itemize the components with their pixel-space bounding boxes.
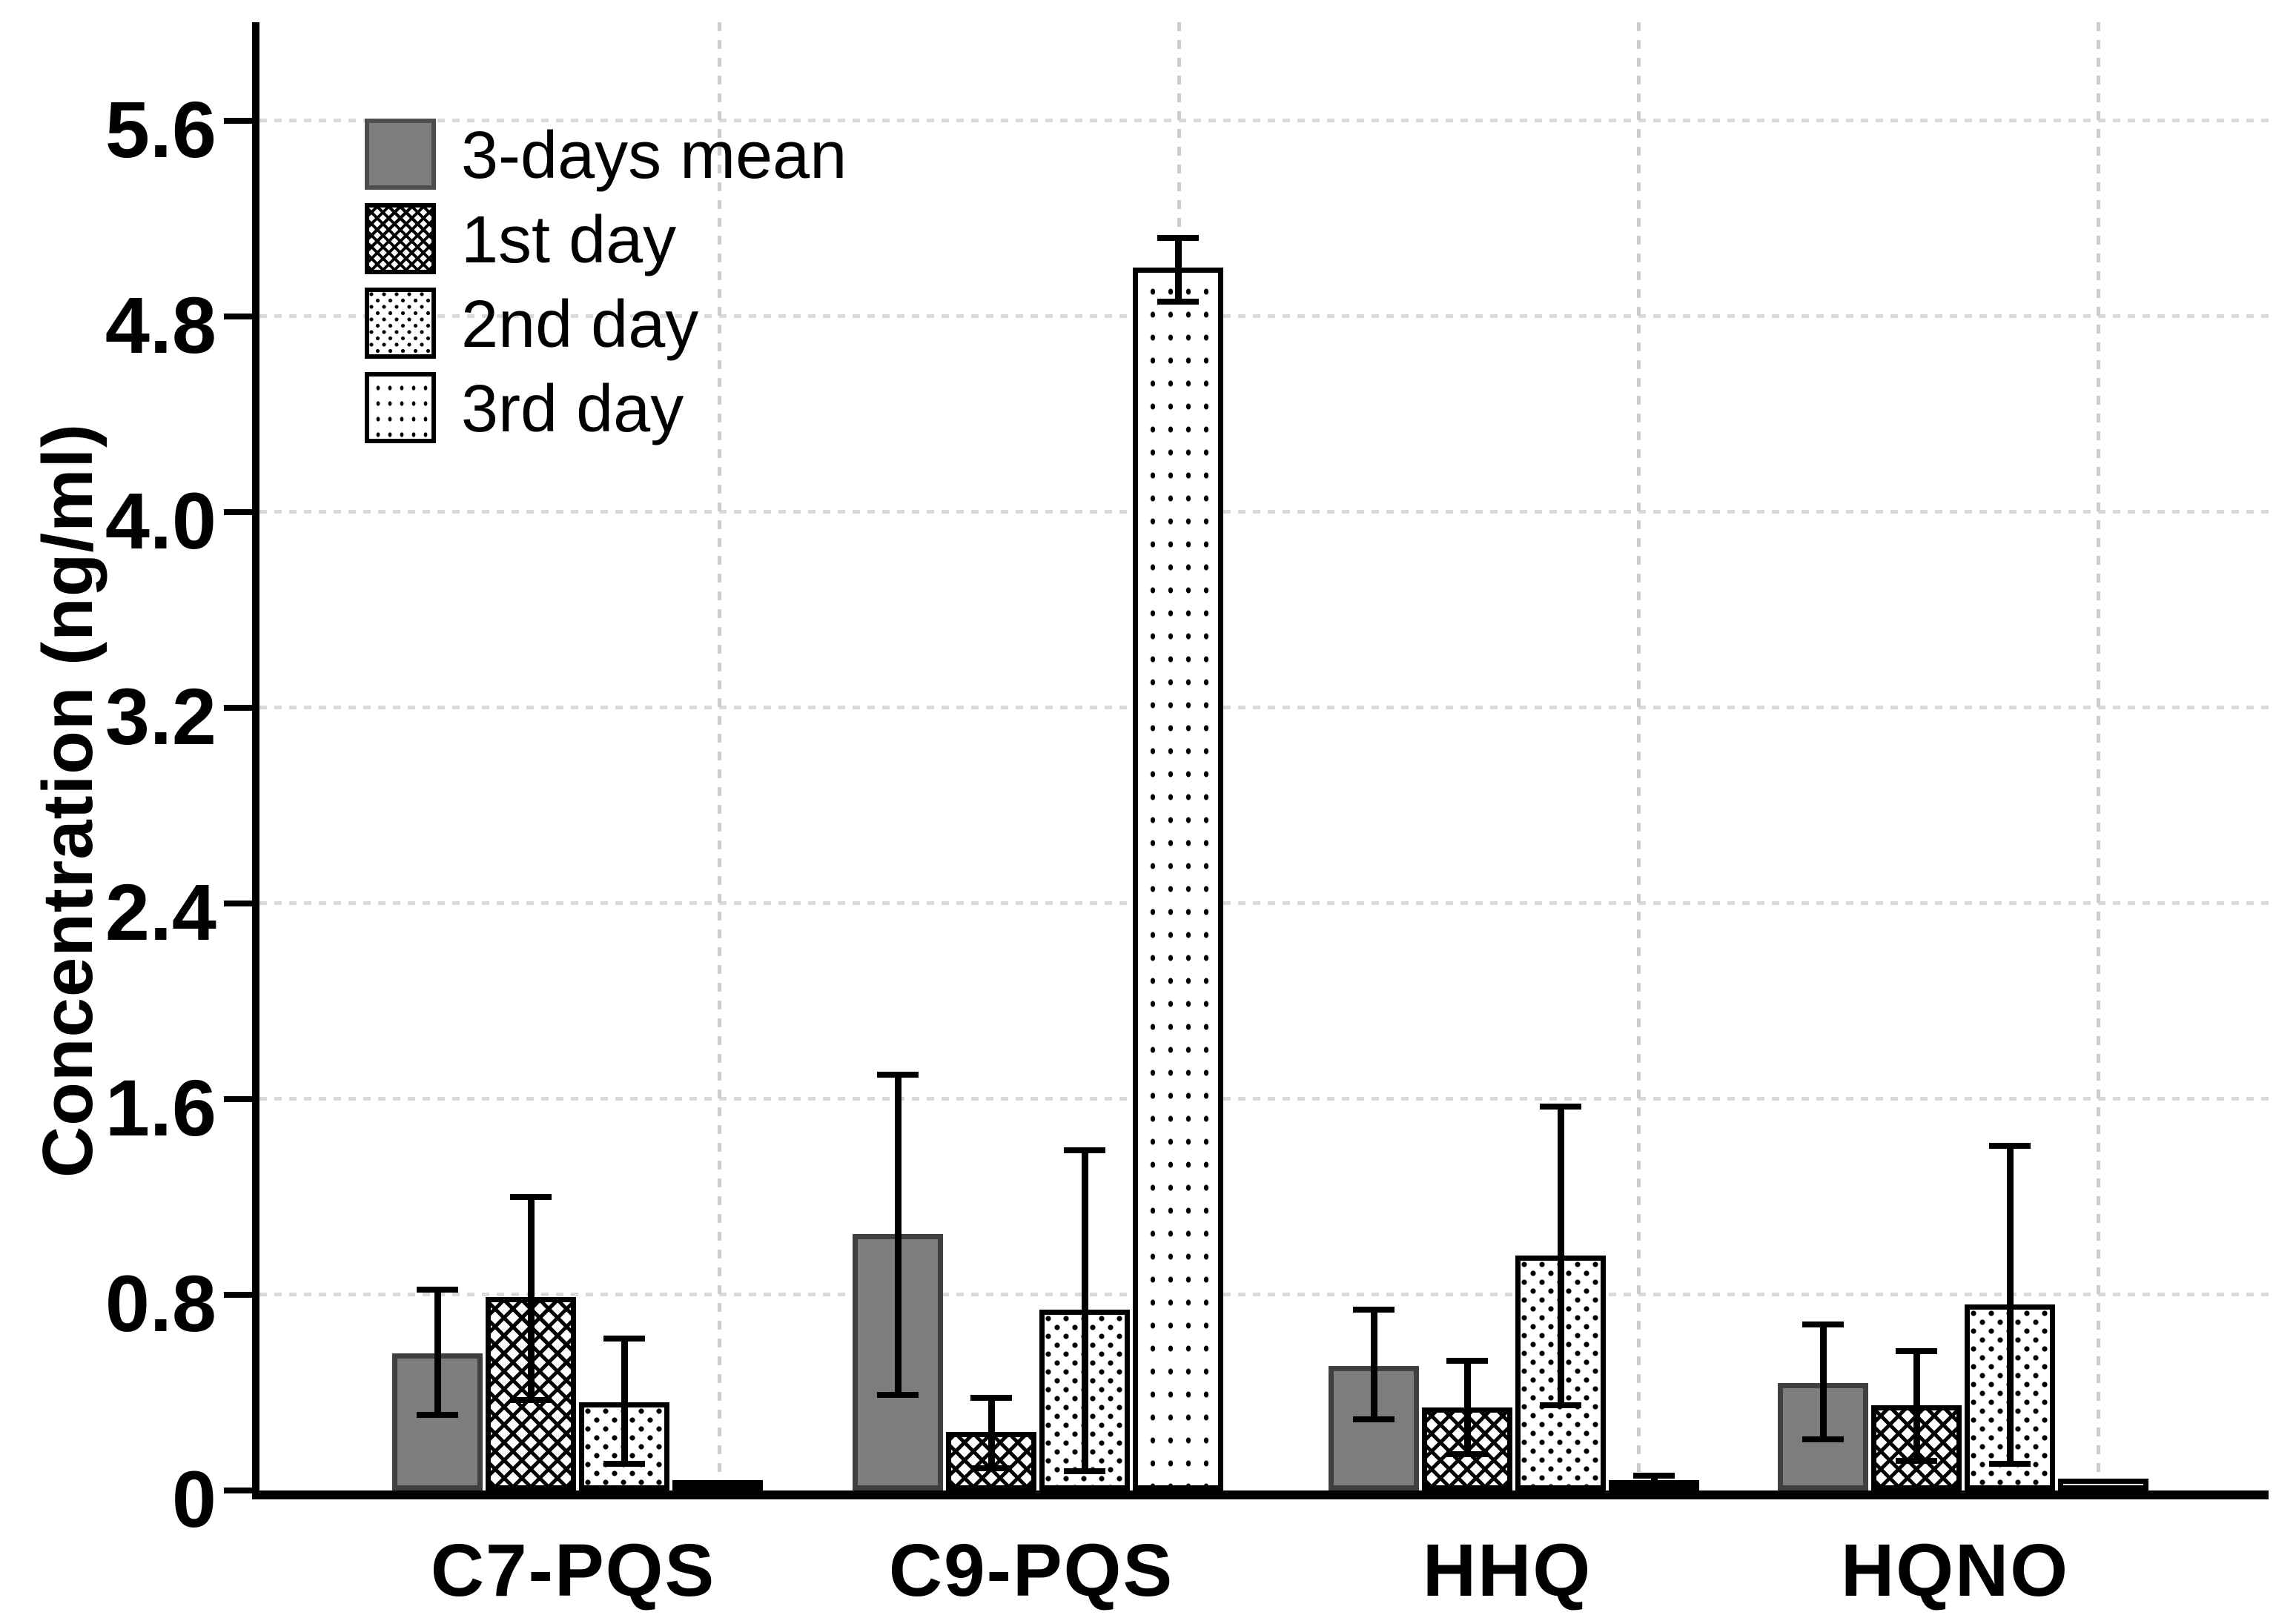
gridline-horizontal	[259, 901, 2273, 905]
error-bar-cap-bottom	[510, 1396, 552, 1403]
error-bar-cap-bottom	[1540, 1402, 1581, 1408]
gridline-horizontal	[259, 1097, 2273, 1101]
y-axis-tick	[224, 705, 252, 711]
error-bar-stem	[1913, 1350, 1920, 1462]
y-tick-label: 5.6	[105, 84, 216, 174]
legend-label: 2nd day	[461, 288, 699, 362]
gridline-vertical	[718, 22, 721, 1490]
y-tick-label: 0	[171, 1454, 216, 1544]
error-bar-stem	[1463, 1361, 1471, 1454]
error-bar-cap-top	[970, 1394, 1012, 1401]
x-category-label: C9-PQS	[888, 1529, 1174, 1612]
error-bar-cap-top	[1989, 1142, 2031, 1149]
error-bar-stem	[987, 1397, 995, 1469]
legend-label: 3-days mean	[461, 119, 847, 193]
gridline-vertical	[1637, 22, 1641, 1490]
y-tick-label: 1.6	[105, 1063, 216, 1153]
error-bar-cap-bottom	[1802, 1436, 1844, 1442]
y-axis-tick	[224, 1488, 252, 1493]
error-bar-stem	[1174, 238, 1182, 302]
y-axis-tick	[224, 1096, 252, 1102]
error-bar-stem	[1081, 1150, 1088, 1471]
y-tick-label: 4.0	[105, 476, 216, 566]
error-bar-cap-bottom	[877, 1392, 919, 1399]
plot-area	[224, 22, 2273, 1499]
error-bar-cap-top	[1446, 1358, 1488, 1364]
bar	[392, 1353, 483, 1490]
error-bar-cap-bottom	[603, 1460, 645, 1467]
gridline-horizontal	[259, 510, 2273, 514]
error-bar-cap-bottom	[970, 1465, 1012, 1472]
error-bar-stem	[2006, 1145, 2014, 1464]
y-tick-label: 0.8	[105, 1258, 216, 1348]
error-bar-cap-top	[877, 1072, 919, 1078]
legend-swatch-sparse-dots-icon	[365, 372, 436, 443]
y-axis-tick	[224, 118, 252, 124]
legend-label: 3rd day	[461, 372, 684, 446]
error-bar-cap-top	[417, 1287, 458, 1293]
gridline-vertical	[2097, 22, 2100, 1490]
error-bar-stem	[1819, 1324, 1827, 1439]
y-axis-tick	[224, 314, 252, 319]
error-bar-cap-top	[1064, 1147, 1105, 1154]
error-bar-cap-top	[1633, 1473, 1675, 1479]
y-axis-tick	[224, 509, 252, 515]
error-bar-cap-top	[603, 1336, 645, 1342]
error-bar-stem	[527, 1197, 535, 1400]
gridline-horizontal	[259, 1293, 2273, 1296]
bar	[1133, 268, 1223, 1490]
error-bar-stem	[1557, 1106, 1564, 1405]
error-bar-stem	[894, 1075, 901, 1396]
y-tick-label: 4.8	[105, 280, 216, 370]
error-bar-cap-top	[1157, 235, 1199, 242]
error-bar-cap-top	[1540, 1103, 1581, 1110]
error-bar-cap-bottom	[1446, 1450, 1488, 1457]
legend-swatch-dense-dots-icon	[365, 288, 436, 359]
legend-swatch-crosshatch-icon	[365, 203, 436, 274]
x-category-label: C7-PQS	[430, 1529, 716, 1612]
legend-label: 1st day	[461, 203, 677, 277]
error-bar-cap-top	[1353, 1306, 1395, 1313]
y-tick-label: 3.2	[105, 671, 216, 761]
bar	[672, 1480, 763, 1490]
y-tick-label: 2.4	[105, 867, 216, 957]
error-bar-stem	[434, 1290, 441, 1415]
error-bar-cap-bottom	[1064, 1468, 1105, 1474]
y-axis-tick	[224, 901, 252, 906]
y-axis-tick	[224, 1292, 252, 1298]
bar	[2058, 1478, 2148, 1490]
error-bar-stem	[621, 1339, 628, 1464]
x-category-label: HHQ	[1422, 1529, 1592, 1612]
gridline-horizontal	[259, 119, 2273, 122]
error-bar-cap-top	[1802, 1321, 1844, 1327]
gridline-horizontal	[259, 314, 2273, 318]
x-category-label: HQNO	[1841, 1529, 2069, 1612]
error-bar-cap-bottom	[417, 1411, 458, 1418]
gridline-horizontal	[259, 706, 2273, 709]
error-bar-cap-bottom	[1896, 1458, 1937, 1465]
error-bar-cap-bottom	[1989, 1460, 2031, 1467]
error-bar-stem	[1370, 1309, 1377, 1420]
error-bar-cap-bottom	[1633, 1482, 1675, 1489]
error-bar-cap-bottom	[1157, 299, 1199, 305]
error-bar-stem	[1650, 1476, 1658, 1486]
error-bar-cap-bottom	[1353, 1416, 1395, 1423]
legend-swatch-solid-gray-icon	[365, 119, 436, 190]
error-bar-cap-top	[1896, 1347, 1937, 1354]
error-bar-cap-top	[510, 1194, 552, 1200]
